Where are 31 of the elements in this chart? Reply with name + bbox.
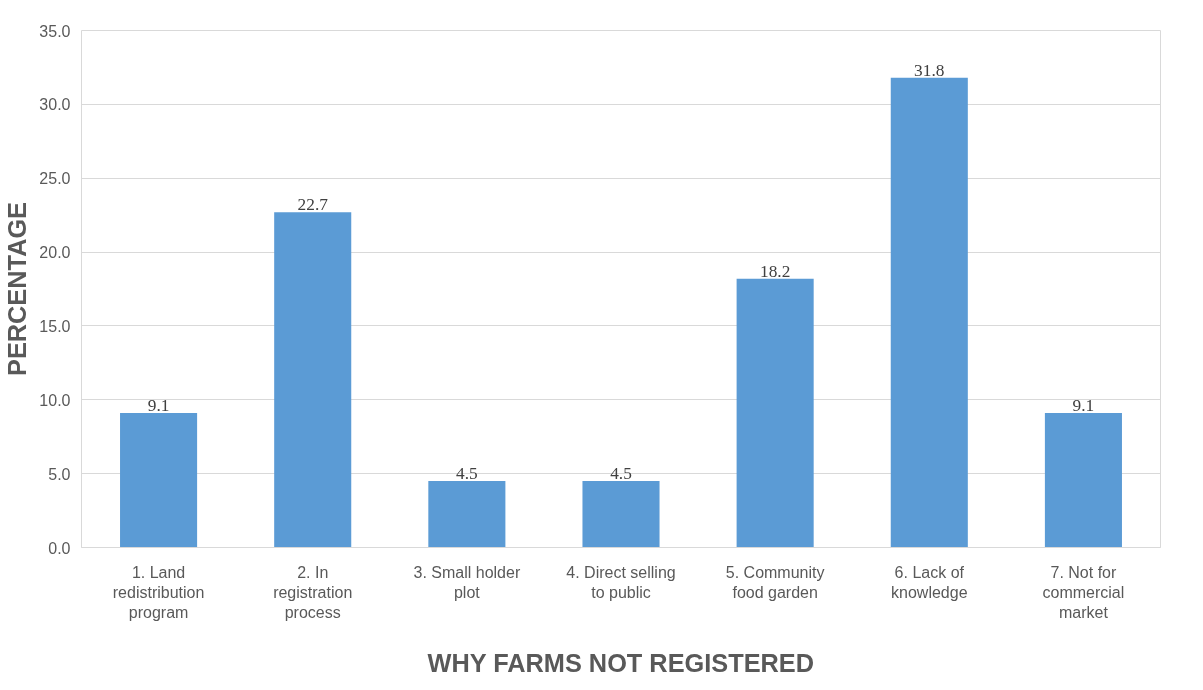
x-axis-title: WHY FARMS NOT REGISTERED [427, 649, 815, 678]
data-label: 9.1 [147, 396, 170, 416]
y-tick-label: 15.0 [39, 317, 71, 335]
x-tick-label: 7. Not for commercial market [1042, 563, 1125, 622]
y-axis-title: PERCENTAGE [3, 201, 32, 377]
data-label: 18.2 [759, 261, 791, 281]
x-tick-label: 6. Lack of knowledge [891, 563, 968, 601]
x-tick-label: 4. Direct selling to public [566, 563, 676, 601]
x-tick-label: 3. Small holder plot [413, 563, 521, 601]
y-tick-label: 35.0 [39, 22, 71, 40]
bar [120, 413, 198, 548]
bar [890, 77, 968, 548]
y-tick-label: 0.0 [48, 539, 71, 557]
data-label: 4.5 [610, 464, 632, 484]
x-tick-label: 1. Land redistribution program [112, 563, 205, 622]
data-label: 9.1 [1072, 396, 1095, 416]
y-tick-label: 30.0 [39, 96, 71, 114]
y-tick-label: 10.0 [39, 391, 71, 409]
x-tick-label: 2. In registration process [273, 563, 353, 622]
bar [274, 212, 352, 548]
bar [582, 481, 660, 548]
bar [736, 278, 814, 548]
x-tick-label: 5. Community food garden [725, 563, 825, 601]
y-tick-label: 5.0 [48, 465, 71, 483]
data-label: 22.7 [297, 195, 329, 215]
data-label: 4.5 [456, 464, 478, 484]
data-label: 31.8 [914, 60, 945, 80]
bar [1044, 413, 1122, 548]
y-tick-label: 20.0 [39, 244, 71, 262]
y-tick-label: 25.0 [39, 170, 71, 188]
bar [428, 481, 506, 548]
